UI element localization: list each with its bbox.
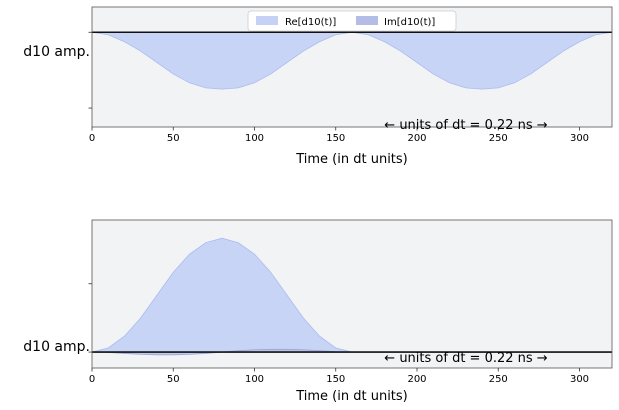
panel-1-x-tick-label: 300 [570,133,589,144]
panel-2-x-tick-label: 300 [570,374,589,385]
panel-2-x-tick-label: 250 [489,374,508,385]
panel-2-frame [91,219,613,369]
panel-2-x-label: Time (in dt units) [295,389,408,404]
panel-1-x-tick-label: 200 [407,133,426,144]
panel-1-x-label: Time (in dt units) [295,152,408,167]
panel-1-frame [91,6,613,128]
panel-1-units-annotation: ← units of dt = 0.22 ns → [384,118,548,133]
panel-1-series-re-area [91,31,613,90]
panel-2-units-annotation: ← units of dt = 0.22 ns → [384,351,548,366]
panel-1-x-tick-label: 0 [89,133,95,144]
panel-2-y-label: d10 amp. [23,339,90,355]
panel-1-x-tick-label: 150 [326,133,345,144]
panel-1-x-tick-label: 50 [167,133,180,144]
legend: Re[d10(t)] Im[d10(t)] [247,10,457,32]
panel-1-x-tick-label: 250 [489,133,508,144]
panel-2-x-tick-label: 100 [245,374,264,385]
panel-1-x-ticks: 0 50 100 150 200 250 300 [89,127,589,144]
panel-2-y-ticks [88,283,92,353]
legend-label-re: Re[d10(t)] [285,17,336,28]
panel-2-x-tick-label: 0 [89,374,95,385]
legend-swatch-im [356,16,378,25]
panel-2-x-tick-label: 200 [407,374,426,385]
panel-1-y-label: d10 amp. [23,44,90,60]
legend-box [247,10,457,32]
panel-2-x-tick-label: 50 [167,374,180,385]
panel-1: 0 50 100 150 200 250 300 d10 amp. Time (in dt … [23,6,613,167]
panel-1-y-ticks [88,31,92,109]
panel-1-x-tick-label: 100 [245,133,264,144]
legend-label-im: Im[d10(t)] [384,17,435,28]
panel-2: 0 50 100 150 200 250 300 d10 amp. Time (in dt … [23,219,613,404]
panel-2-x-ticks: 0 50 100 150 200 250 300 [89,368,589,385]
panel-2-x-tick-label: 150 [326,374,345,385]
legend-swatch-re [256,16,278,25]
